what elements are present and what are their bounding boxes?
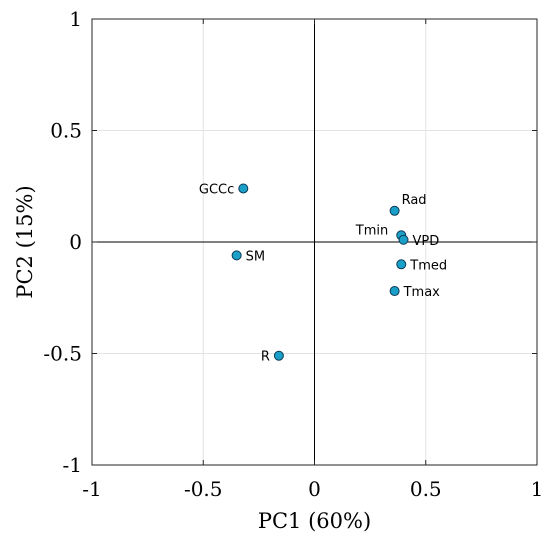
y-tick-label: 0: [69, 230, 82, 254]
data-point-rad: [389, 205, 400, 216]
point-label: VPD: [413, 234, 440, 249]
x-tick-label: 1: [531, 477, 544, 501]
x-tick-label: -1: [82, 477, 101, 501]
x-tick-label: -0.5: [184, 477, 223, 501]
data-point-gccc: [238, 183, 249, 194]
point-label: GCCc: [199, 182, 234, 197]
point-label: Tmin: [355, 223, 388, 238]
x-tick-label: 0.5: [410, 477, 442, 501]
point-label: Rad: [402, 193, 427, 208]
y-tick-label: -0.5: [43, 342, 82, 366]
data-point-r: [273, 350, 284, 361]
y-tick-label: 0.5: [50, 119, 82, 143]
point-label: SM: [246, 249, 265, 264]
data-point-tmax: [389, 286, 400, 297]
axis-ticks: -1 -0.5 0 0.5 1 -1 -0.5 0 0.5 1: [43, 7, 543, 501]
x-axis-title: PC1 (60%): [258, 509, 371, 533]
data-point-tmed: [396, 259, 407, 270]
x-tick-label: 0: [308, 477, 321, 501]
point-label: R: [261, 350, 270, 365]
data-point-sm: [231, 250, 242, 261]
y-tick-label: -1: [63, 453, 82, 477]
data-points: GCCc SM R Rad Tmin VPD Tmed Tmax: [199, 182, 447, 364]
point-label: Tmax: [403, 285, 441, 300]
y-tick-label: 1: [69, 7, 82, 31]
data-point-vpd: [398, 234, 409, 245]
point-label: Tmed: [409, 258, 447, 273]
y-axis-title: PC2 (15%): [13, 185, 37, 298]
